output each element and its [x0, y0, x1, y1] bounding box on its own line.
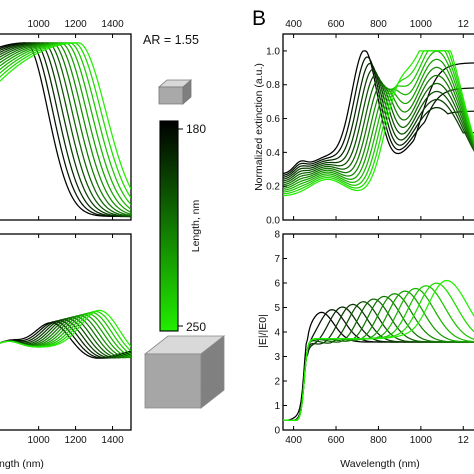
- panel-b-bottom-series: [283, 279, 474, 421]
- y-tick-label: 6: [274, 279, 280, 290]
- x-tick-label: 400: [285, 19, 302, 30]
- series-line-5: [283, 301, 474, 421]
- y-tick-label: 3: [274, 352, 280, 363]
- series-line-6: [0, 42, 131, 217]
- colorbar-title: Length, nm: [190, 199, 202, 252]
- panel-a-bottom-x-ticks: 1000 1200 1400: [28, 234, 124, 446]
- x-tick-label: 600: [328, 19, 345, 30]
- y-tick-label: 0.4: [266, 148, 280, 159]
- series-line-11: [283, 285, 474, 421]
- series-line-3: [283, 62, 474, 178]
- series-line-8: [0, 42, 131, 215]
- series-line-13: [283, 279, 474, 421]
- panel-a-bottom-series: [0, 309, 131, 359]
- x-tick-label: 1200: [64, 19, 87, 30]
- legend-column: AR = 1.55 180 250 Length, nm: [143, 33, 226, 409]
- x-tick-label: 800: [370, 435, 387, 446]
- series-line-10: [283, 50, 474, 191]
- panel-b-top-x-ticks: 400 600 800 1000 12: [285, 19, 469, 220]
- panel-b-bottom-y-ticks: 0 1 2 3 4 5 6 7 8: [274, 230, 287, 437]
- y-tick-label: 2: [274, 377, 280, 388]
- y-tick-label: 0: [274, 426, 280, 437]
- aspect-ratio-label: AR = 1.55: [143, 33, 199, 47]
- x-tick-label: 1200: [64, 435, 87, 446]
- x-tick-label: 1400: [101, 435, 124, 446]
- series-line-7: [0, 42, 131, 216]
- panel-a-top-frame: [0, 33, 132, 221]
- y-tick-label: 4: [274, 328, 280, 339]
- series-line-13: [0, 309, 131, 348]
- x-tick-label: 1000: [410, 435, 433, 446]
- panel-a-top-series: [0, 42, 131, 218]
- panel-b-bottom-frame: [282, 233, 474, 431]
- y-tick-label: 1.0: [266, 46, 280, 57]
- series-line-5: [283, 74, 474, 182]
- panel-b-top-frame: [282, 33, 474, 221]
- small-cuboid-icon: [157, 79, 193, 105]
- panel-b-bottom-y-axis-label: |E|/|E0|: [257, 314, 269, 348]
- series-line-8: [283, 293, 474, 421]
- series-line-13: [283, 50, 474, 197]
- series-line-12: [283, 282, 474, 421]
- panel-b-top: 400 600 800 1000 12 0.0 0.2 0.4 0.6 0.8 1.0 Norma…: [253, 19, 474, 227]
- x-tick-label: 1000: [28, 19, 51, 30]
- panel-b-letter: B: [252, 7, 266, 30]
- x-tick-label: 1000: [28, 435, 51, 446]
- series-line-2: [283, 56, 474, 177]
- series-line-5: [0, 42, 131, 217]
- x-tick-label: 800: [370, 19, 387, 30]
- colorbar-gradient: [159, 120, 179, 332]
- series-line-4: [283, 68, 474, 180]
- y-tick-label: 7: [274, 254, 280, 265]
- colorbar-max-label: 180: [186, 122, 206, 136]
- panel-b-top-y-ticks: 0.0 0.2 0.4 0.6 0.8 1.0: [266, 46, 287, 227]
- panel-b-top-series: [283, 50, 474, 197]
- panel-a-bottom: 1000 1200 1400 ngth (nm): [0, 233, 132, 470]
- panel-b-x-axis-label: Wavelength (nm): [340, 458, 420, 470]
- y-tick-label: 0.8: [266, 80, 280, 91]
- y-tick-label: 0.2: [266, 182, 280, 193]
- large-cuboid-icon: [143, 335, 226, 409]
- x-tick-label: 1000: [410, 19, 433, 30]
- series-line-9: [283, 290, 474, 421]
- panel-a-x-axis-label: ngth (nm): [0, 458, 44, 470]
- y-tick-label: 0.6: [266, 114, 280, 125]
- panel-a-top: 1000 1200 1400: [0, 19, 132, 221]
- x-tick-label: 600: [328, 435, 345, 446]
- series-line-8: [283, 66, 474, 188]
- y-tick-label: 5: [274, 303, 280, 314]
- y-tick-label: 0.0: [266, 216, 280, 227]
- panel-a-bottom-frame: [0, 233, 132, 431]
- series-line-1: [283, 311, 474, 421]
- x-tick-label: 12: [458, 435, 470, 446]
- series-line-9: [283, 58, 474, 189]
- x-tick-label: 12: [458, 19, 470, 30]
- y-tick-label: 8: [274, 230, 280, 241]
- panel-b-bottom-x-ticks: 400 600 800 1000 12: [285, 234, 469, 446]
- y-tick-label: 1: [274, 401, 280, 412]
- series-line-7: [283, 74, 474, 186]
- colorbar-min-label: 250: [186, 320, 206, 334]
- series-line-3: [0, 42, 131, 218]
- panel-b-top-y-axis-label: Normalized extinction (a.u.): [253, 63, 265, 191]
- series-line-6: [283, 79, 474, 184]
- panel-a-top-x-ticks: 1000 1200 1400: [28, 19, 124, 220]
- x-tick-label: 1400: [101, 19, 124, 30]
- x-tick-label: 400: [285, 435, 302, 446]
- series-line-13: [0, 42, 131, 190]
- series-line-4: [0, 42, 131, 218]
